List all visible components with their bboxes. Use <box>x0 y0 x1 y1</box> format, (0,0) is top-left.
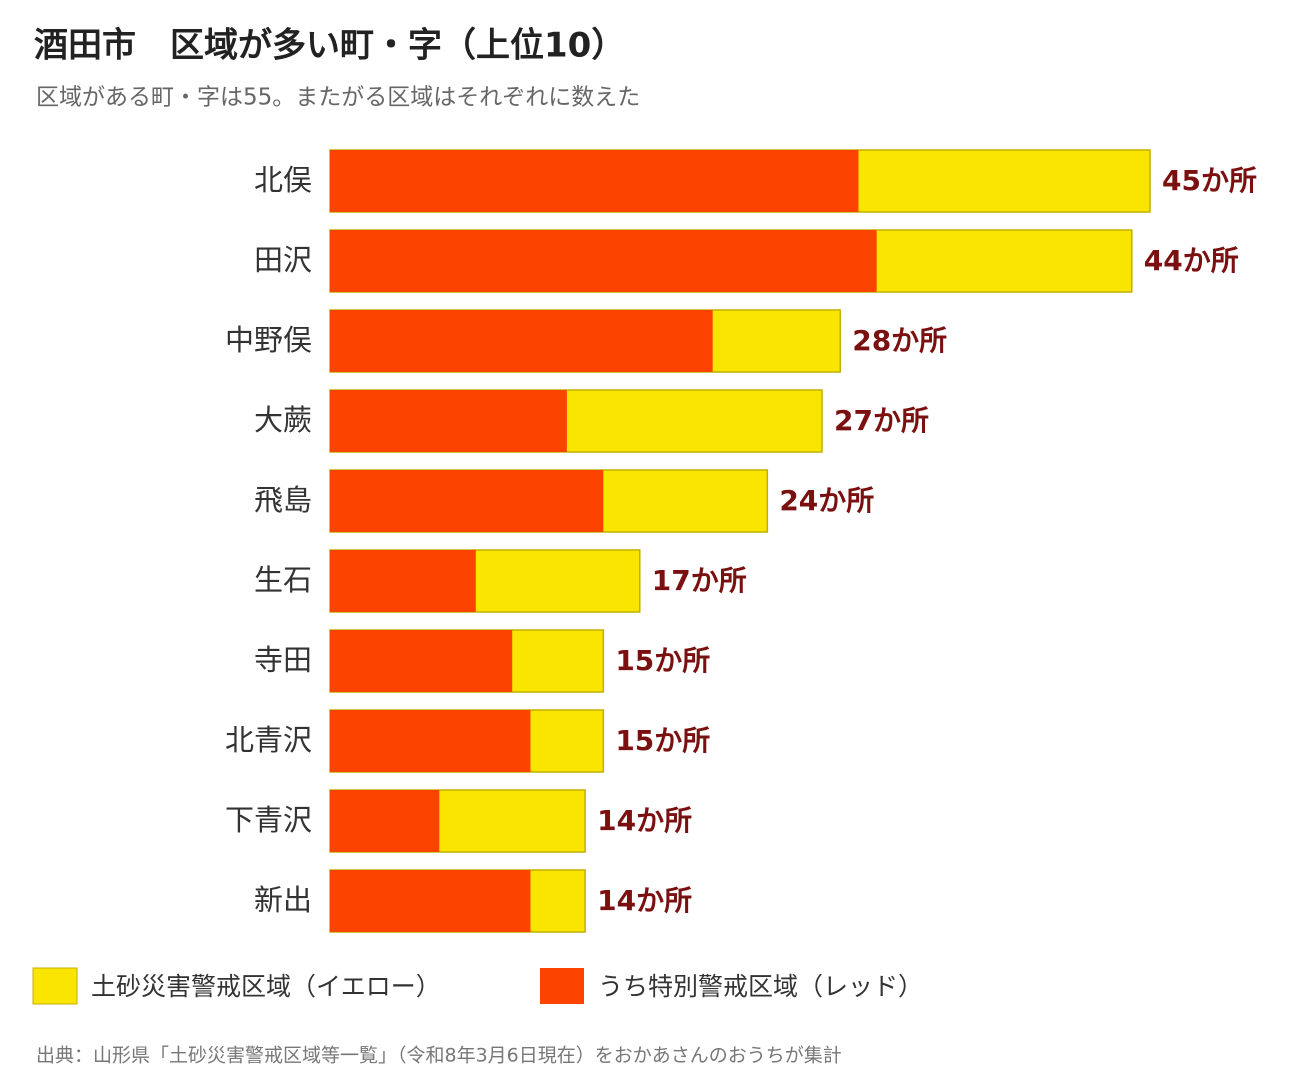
bar-red <box>330 870 531 932</box>
bar-red <box>330 630 513 692</box>
chart-subtitle: 区域がある町・字は55。またがる区域はそれぞれに数えた <box>36 85 640 111</box>
value-label: 24か所 <box>779 484 874 517</box>
category-label: 新出 <box>254 883 312 917</box>
category-label: 大蕨 <box>254 403 312 437</box>
bar-red <box>330 550 476 612</box>
legend-label: 土砂災害警戒区域（イエロー） <box>91 972 441 1001</box>
value-label: 14か所 <box>597 884 692 917</box>
bar-red <box>330 230 877 292</box>
category-label: 田沢 <box>254 243 312 277</box>
legend-swatch <box>32 967 78 1005</box>
category-label: 下青沢 <box>225 803 312 837</box>
value-label: 15か所 <box>615 724 710 757</box>
value-label: 27か所 <box>834 404 929 437</box>
bar-red <box>330 710 531 772</box>
value-label: 17か所 <box>652 564 747 597</box>
legend-swatch <box>540 968 584 1004</box>
value-label: 44か所 <box>1144 244 1239 277</box>
bar-red <box>330 310 713 372</box>
value-label: 14か所 <box>597 804 692 837</box>
value-label: 15か所 <box>615 644 710 677</box>
category-label: 飛島 <box>254 483 312 517</box>
chart-title: 酒田市 区域が多い町・字（上位10） <box>34 26 625 66</box>
source: 出典：山形県「土砂災害警戒区域等一覧」（令和8年3月6日現在）をおかあさんのおう… <box>36 1045 842 1067</box>
legend-label: うち特別警戒区域（レッド） <box>598 972 923 1001</box>
category-label: 寺田 <box>254 643 312 677</box>
category-label: 北青沢 <box>225 723 312 757</box>
bar-red <box>330 790 440 852</box>
bar-red <box>330 470 604 532</box>
category-label: 中野俣 <box>225 323 312 357</box>
value-label: 28か所 <box>852 324 947 357</box>
value-label: 45か所 <box>1162 164 1257 197</box>
bar-red <box>330 390 567 452</box>
category-label: 北俣 <box>254 163 312 197</box>
bar-red <box>330 150 859 212</box>
category-label: 生石 <box>254 563 312 597</box>
